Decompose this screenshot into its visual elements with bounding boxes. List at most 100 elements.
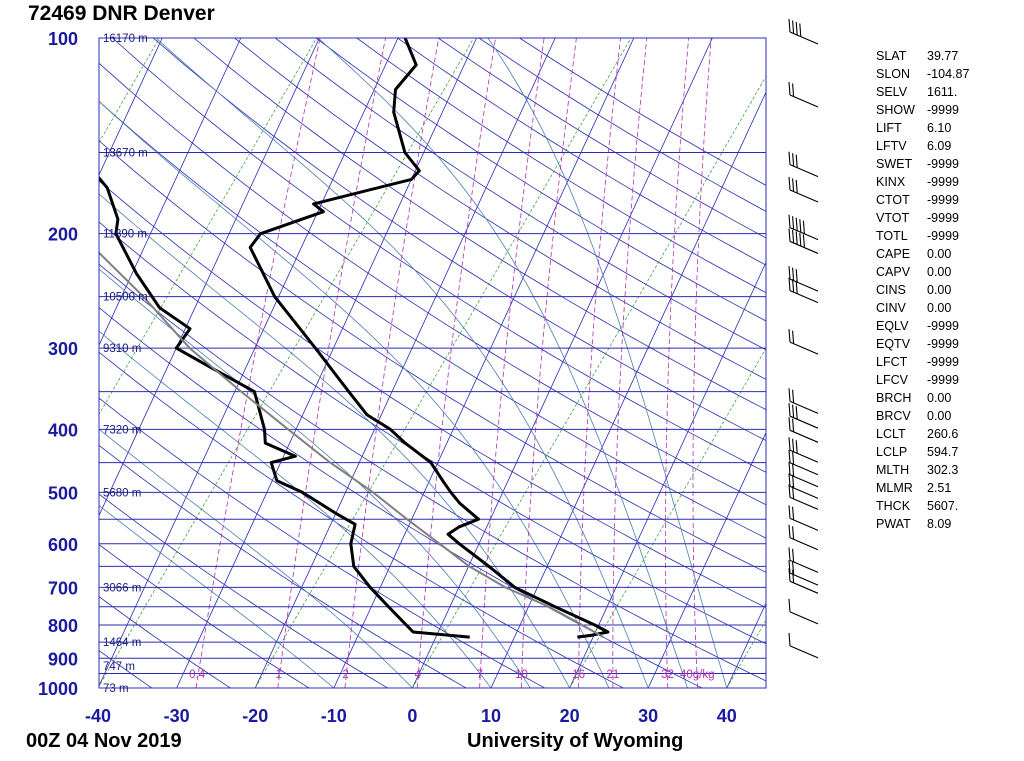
wind-barb-staff	[789, 449, 819, 463]
wind-barb-flag	[792, 418, 795, 432]
wind-barb-flag	[788, 560, 791, 574]
index-name: SLON	[876, 67, 911, 81]
wind-barb	[788, 176, 819, 203]
thickness-line	[254, 38, 632, 688]
wind-barb-flag	[792, 153, 795, 167]
isotherm-line	[99, 38, 242, 347]
mixing-ratio-line	[344, 38, 440, 688]
index-value: 6.09	[927, 139, 952, 153]
index-name: LFTV	[876, 139, 907, 153]
wind-barb-flag	[792, 451, 795, 465]
index-row: BRCH 0.00	[876, 389, 1016, 407]
wind-barb-flag	[788, 403, 791, 417]
wind-barb-staff	[789, 429, 819, 443]
index-row: SLON -104.87	[876, 65, 1016, 83]
height-label: 3066 m	[103, 582, 141, 594]
mixing-ratio-label: 32	[661, 669, 674, 681]
height-label: 7320 m	[103, 424, 141, 436]
wind-barb-flag	[788, 632, 791, 646]
wind-barb-flag	[788, 388, 791, 402]
mixing-ratio-label: 0.4	[189, 669, 206, 681]
index-value: -9999	[927, 103, 959, 117]
temperature-tick-label: 0	[407, 706, 417, 726]
index-row: EQLV -9999	[876, 317, 1016, 335]
index-row: CAPV 0.00	[876, 263, 1016, 281]
index-value: -9999	[927, 211, 959, 225]
mixing-ratio-label: 10	[515, 669, 528, 681]
height-label: 13670 m	[103, 147, 148, 159]
wind-barb-flag	[792, 506, 795, 520]
isobar-lines	[99, 37, 766, 689]
wind-barb-flag	[795, 179, 798, 194]
wind-barb-flag	[788, 18, 791, 33]
pressure-tick-label: 100	[48, 29, 78, 49]
wind-barb-flag	[792, 389, 795, 403]
index-row: LCLP 594.7	[876, 443, 1016, 461]
index-row: SELV 1611.	[876, 83, 1016, 101]
index-row: CINV 0.00	[876, 299, 1016, 317]
index-name: SLAT	[876, 49, 907, 63]
wind-barb-staff	[789, 611, 819, 625]
wind-barb-flag	[788, 484, 791, 498]
dewpoint-profile-line	[99, 175, 470, 639]
wind-barb-staff	[789, 415, 819, 429]
isotherm-line	[254, 38, 556, 688]
moist-adiabat-line	[155, 38, 649, 688]
mixing-ratio-line	[612, 38, 648, 688]
index-value: -104.87	[927, 67, 970, 81]
wind-barb-flag	[788, 505, 791, 519]
temperature-tick-label: -30	[164, 706, 190, 726]
wind-barb-staff	[789, 517, 819, 531]
pressure-tick-label: 800	[48, 616, 78, 636]
wind-barb-flag	[788, 449, 791, 463]
mixing-ratio-label: 21	[606, 669, 619, 681]
index-name: CINV	[876, 301, 906, 315]
index-value: -9999	[927, 175, 959, 189]
index-value: 0.00	[927, 265, 952, 279]
index-name: SWET	[876, 157, 913, 171]
wind-barb-flag	[795, 231, 798, 245]
index-row: EQTV -9999	[876, 335, 1016, 353]
pressure-tick-label: 700	[48, 578, 78, 598]
index-value: 302.3	[927, 463, 959, 477]
wind-barb-flag	[795, 406, 798, 420]
index-name: CAPV	[876, 265, 911, 279]
data-source: University of Wyoming	[467, 730, 684, 752]
height-label: 5680 m	[103, 487, 141, 499]
index-row: LIFT 6.10	[876, 119, 1016, 137]
wind-barb-staff	[789, 400, 819, 414]
wind-barb-flag	[788, 473, 791, 487]
pressure-tick-label: 300	[48, 339, 78, 359]
wind-barb-staff	[789, 645, 819, 659]
wind-barb	[788, 228, 819, 254]
wind-barb-flag	[788, 417, 791, 431]
parcel-profile-line	[99, 251, 604, 638]
wind-barb-flag	[792, 485, 795, 499]
isotherm-line	[490, 91, 766, 688]
wind-barb-staff	[789, 278, 819, 292]
isotherm-line	[99, 38, 163, 176]
index-value: 0.00	[927, 391, 952, 405]
wind-barb-staff	[789, 94, 819, 108]
wind-barb-flag	[788, 598, 791, 612]
wind-barb	[788, 214, 819, 241]
wind-barb-staff	[789, 580, 819, 594]
mixing-ratio-label: 40g/kg	[680, 669, 715, 681]
temperature-tick-label: -20	[242, 706, 268, 726]
index-row: LFCT -9999	[876, 353, 1016, 371]
temperature-profile-line	[248, 38, 610, 639]
wind-barb	[788, 81, 819, 108]
index-name: PWAT	[876, 517, 911, 531]
temperature-tick-label: 10	[481, 706, 501, 726]
wind-barb	[788, 403, 819, 429]
mixing-ratio-label: 1	[275, 669, 281, 681]
wind-barb-flag	[792, 178, 795, 192]
index-value: 260.6	[927, 427, 959, 441]
wind-barb-staff	[789, 31, 819, 45]
index-name: CINS	[876, 283, 906, 297]
wind-barb	[788, 266, 819, 292]
wind-barb-flag	[788, 524, 791, 538]
wind-barb-flag	[795, 217, 798, 231]
index-value: 1611.	[927, 85, 958, 99]
